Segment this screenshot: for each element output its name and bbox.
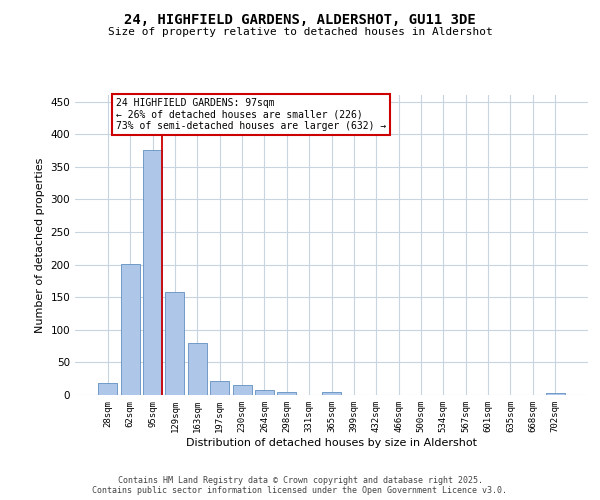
X-axis label: Distribution of detached houses by size in Aldershot: Distribution of detached houses by size … bbox=[186, 438, 477, 448]
Text: Size of property relative to detached houses in Aldershot: Size of property relative to detached ho… bbox=[107, 27, 493, 37]
Text: 24 HIGHFIELD GARDENS: 97sqm
← 26% of detached houses are smaller (226)
73% of se: 24 HIGHFIELD GARDENS: 97sqm ← 26% of det… bbox=[116, 98, 386, 132]
Bar bbox=[277, 392, 296, 395]
Text: Contains HM Land Registry data © Crown copyright and database right 2025.
Contai: Contains HM Land Registry data © Crown c… bbox=[92, 476, 508, 495]
Bar bbox=[143, 150, 162, 395]
Bar bbox=[210, 380, 229, 395]
Bar bbox=[255, 390, 274, 395]
Text: 24, HIGHFIELD GARDENS, ALDERSHOT, GU11 3DE: 24, HIGHFIELD GARDENS, ALDERSHOT, GU11 3… bbox=[124, 12, 476, 26]
Bar bbox=[545, 393, 565, 395]
Bar bbox=[98, 384, 118, 395]
Bar bbox=[188, 343, 207, 395]
Bar bbox=[121, 264, 140, 395]
Y-axis label: Number of detached properties: Number of detached properties bbox=[35, 158, 45, 332]
Bar bbox=[233, 385, 251, 395]
Bar bbox=[322, 392, 341, 395]
Bar bbox=[166, 292, 184, 395]
